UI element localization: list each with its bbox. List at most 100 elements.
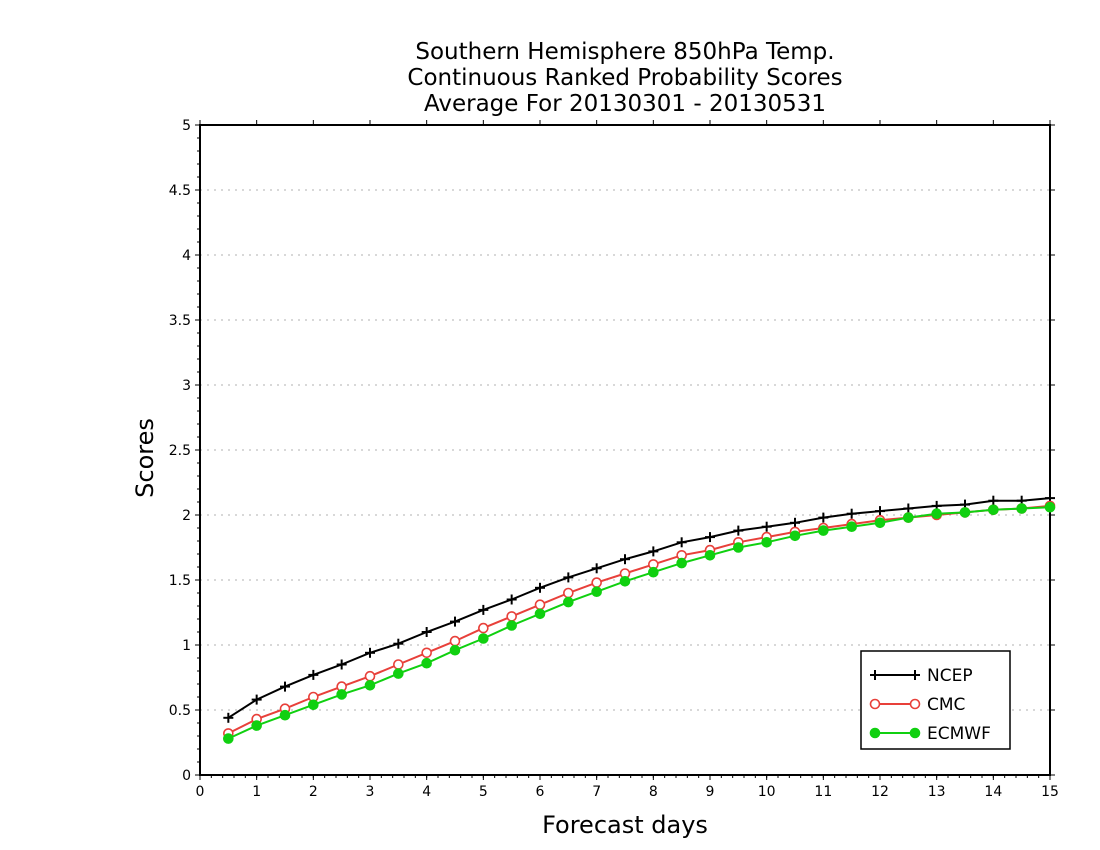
y-tick-label: 0.5 — [169, 703, 191, 719]
data-point-cmc — [449, 635, 461, 647]
data-point-cmc — [364, 670, 376, 682]
data-point-ecmwf — [931, 508, 942, 520]
x-tick-label: 13 — [928, 784, 946, 800]
y-tick-label: 3 — [182, 378, 191, 394]
data-point-ncep — [733, 525, 744, 536]
gridlines — [200, 189, 1050, 711]
y-tick-label: 5 — [182, 118, 191, 134]
data-point-ncep — [761, 521, 772, 532]
data-point-ncep — [308, 669, 319, 680]
data-point-ecmwf — [279, 709, 291, 721]
x-tick-label: 7 — [592, 784, 601, 800]
data-point-ncep — [393, 638, 404, 649]
legend-marker-cmc — [869, 698, 881, 710]
data-point-ecmwf — [988, 504, 999, 516]
data-point-cmc — [421, 647, 432, 659]
data-point-ecmwf — [704, 550, 716, 561]
y-tick-label: 4 — [182, 248, 191, 264]
data-point-ecmwf — [903, 512, 914, 523]
data-point-ecmwf — [251, 720, 262, 731]
data-point-ncep — [676, 537, 687, 548]
legend-marker-ncep — [870, 670, 880, 680]
legend-marker-ecmwf — [869, 727, 881, 739]
x-tick-label: 5 — [479, 784, 488, 800]
data-point-ncep — [818, 512, 829, 523]
data-point-ncep — [478, 604, 489, 615]
data-point-cmc — [534, 599, 546, 611]
x-tick-label: 8 — [649, 784, 658, 800]
data-point-ncep — [591, 563, 602, 574]
data-point-ecmwf — [761, 537, 772, 548]
data-point-ncep — [790, 517, 800, 528]
data-point-ecmwf — [733, 542, 744, 553]
y-axis-label: Scores — [131, 418, 159, 498]
data-point-ecmwf — [648, 566, 659, 578]
data-point-ecmwf — [534, 608, 546, 620]
y-tick-label: 3.5 — [169, 313, 191, 329]
legend-marker-ncep — [910, 670, 920, 680]
x-tick-label: 12 — [871, 784, 889, 800]
legend-marker-ecmwf — [909, 727, 921, 739]
x-tick-label: 4 — [422, 784, 431, 800]
y-tick-label: 1.5 — [169, 573, 191, 589]
y-tick-label: 2.5 — [169, 443, 191, 459]
data-point-ecmwf — [676, 557, 687, 569]
x-axis-label: Forecast days — [542, 811, 708, 839]
data-point-ecmwf — [393, 668, 404, 679]
data-point-cmc — [591, 577, 602, 588]
legend-entry-ncep: NCEP — [870, 666, 973, 686]
legend-label-ecmwf: ECMWF — [927, 724, 991, 744]
y-tick-label: 4.5 — [169, 183, 191, 199]
y-tick-label: 2 — [182, 508, 191, 524]
data-point-ecmwf — [959, 507, 971, 518]
legend-entry-ecmwf: ECMWF — [869, 724, 991, 744]
legend-entry-cmc: CMC — [869, 695, 965, 715]
data-point-ncep — [846, 508, 857, 519]
data-point-cmc — [563, 587, 574, 599]
data-point-ncep — [705, 532, 715, 543]
x-tick-label: 0 — [196, 784, 205, 800]
x-tick-label: 6 — [536, 784, 545, 800]
series — [223, 493, 1056, 744]
y-tick-label: 1 — [182, 638, 191, 654]
data-point-ncep — [620, 554, 630, 565]
x-tick-label: 10 — [758, 784, 776, 800]
data-point-ncep — [988, 495, 999, 506]
data-point-ecmwf — [336, 689, 347, 700]
series-ecmwf — [223, 501, 1056, 744]
x-tick-label: 14 — [984, 784, 1002, 800]
y-tick-label: 0 — [182, 768, 191, 784]
legend-marker-cmc — [909, 698, 921, 710]
chart-title-line-2: Continuous Ranked Probability Scores — [407, 65, 842, 91]
data-point-ncep — [648, 546, 659, 557]
data-point-ncep — [875, 506, 885, 517]
data-point-ncep — [903, 503, 914, 514]
data-point-ecmwf — [1016, 503, 1027, 514]
data-point-ecmwf — [1044, 501, 1056, 513]
data-point-ecmwf — [563, 596, 574, 608]
data-point-cmc — [506, 611, 517, 622]
legend-label-ncep: NCEP — [927, 666, 973, 686]
series-ncep — [223, 493, 1055, 723]
x-tick-label: 15 — [1041, 784, 1059, 800]
data-point-ecmwf — [506, 620, 517, 631]
x-tick-label: 3 — [366, 784, 375, 800]
data-point-ecmwf — [449, 644, 461, 656]
data-point-ncep — [223, 712, 234, 723]
legend: NCEP CMC ECMWF — [860, 650, 1011, 750]
data-point-ecmwf — [364, 680, 376, 691]
data-point-ecmwf — [308, 699, 319, 711]
x-tick-label: 9 — [706, 784, 715, 800]
data-point-ecmwf — [478, 633, 489, 644]
data-point-cmc — [478, 622, 489, 634]
data-point-ncep — [280, 681, 290, 692]
data-point-ecmwf — [789, 530, 801, 542]
x-tick-label: 2 — [309, 784, 318, 800]
data-point-ecmwf — [846, 521, 857, 533]
data-point-ncep — [421, 627, 432, 637]
data-point-ncep — [251, 694, 262, 705]
chart-title-line-1: Southern Hemisphere 850hPa Temp. — [415, 39, 834, 65]
data-point-ncep — [506, 594, 517, 605]
data-point-ecmwf — [223, 733, 234, 744]
